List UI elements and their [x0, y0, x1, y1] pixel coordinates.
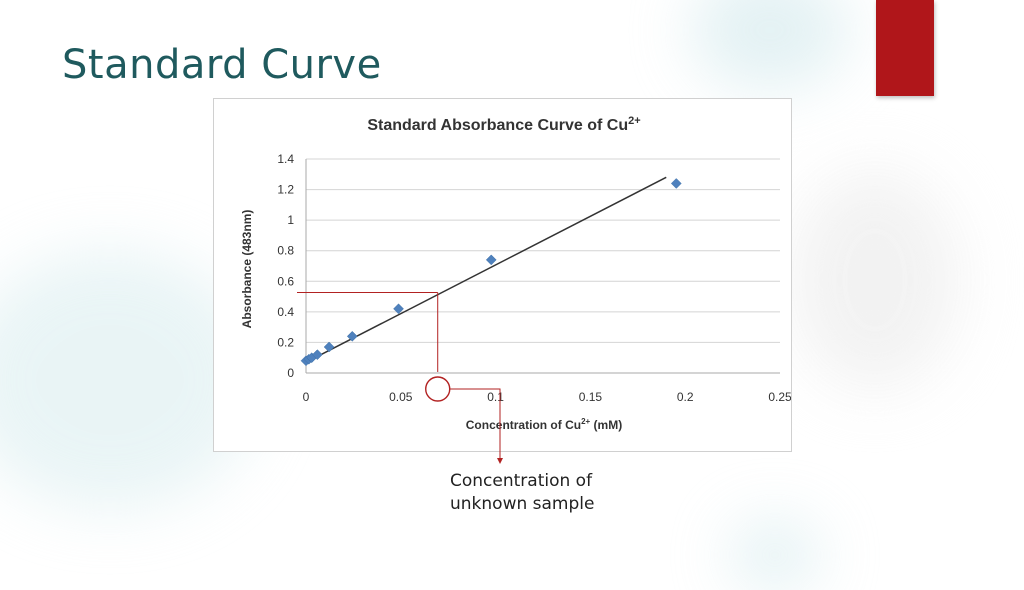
background-decoration [690, 0, 850, 90]
x-tick-label: 0.1 [487, 390, 504, 404]
data-point [670, 178, 682, 189]
callout-arrowhead [497, 458, 503, 464]
chart-title: Standard Absorbance Curve of Cu2+ [367, 115, 640, 134]
chart-title-superscript: 2+ [628, 115, 641, 127]
y-tick-label: 0.2 [277, 335, 294, 349]
x-axis-label: Concentration of Cu2+ (mM) [466, 417, 622, 432]
data-point [323, 341, 335, 353]
background-decoration [790, 170, 960, 390]
data-point [485, 254, 497, 266]
x-axis-label-superscript: 2+ [581, 417, 590, 426]
callout-line-2: unknown sample [450, 494, 595, 514]
x-tick-label: 0.15 [579, 390, 603, 404]
grid [306, 158, 780, 343]
background-decoration [730, 520, 820, 590]
x-tick-labels: 0 0.05 0.1 0.15 0.2 0.25 [303, 390, 791, 404]
callout-text: Concentration of unknown sample [450, 470, 594, 516]
chart: 0 0.2 0.4 0.6 0.8 1 1.2 1.4 0 0.05 0.1 0.15 0.2 0.25… [240, 115, 791, 432]
y-tick-label: 0 [287, 366, 294, 380]
y-tick-label: 0.4 [277, 305, 294, 319]
slide-title: Standard Curve [62, 42, 382, 88]
y-tick-label: 1 [287, 213, 294, 227]
y-tick-label: 0.8 [277, 244, 294, 258]
y-tick-label: 0.6 [277, 274, 294, 288]
callout-line-1: Concentration of [450, 471, 593, 491]
chart-image: 0 0.2 0.4 0.6 0.8 1 1.2 1.4 0 0.05 0.1 0.15 0.2 0.25… [213, 98, 792, 452]
data-point [312, 349, 323, 361]
x-tick-label: 0 [303, 390, 310, 404]
x-tick-label: 0.05 [389, 390, 413, 404]
x-tick-label: 0.2 [677, 390, 694, 404]
x-tick-label: 0.25 [768, 390, 791, 404]
y-tick-label: 1.4 [277, 152, 294, 166]
trendline [305, 176, 667, 363]
trendline-group [305, 176, 667, 363]
accent-bar [876, 0, 934, 96]
y-tick-labels: 0 0.2 0.4 0.6 0.8 1 1.2 1.4 [277, 152, 294, 380]
y-tick-label: 1.2 [277, 183, 294, 197]
axes [305, 159, 780, 374]
y-axis-label: Absorbance (483nm) [240, 210, 254, 329]
data-points [300, 178, 682, 367]
data-point [393, 303, 404, 315]
data-point [346, 330, 358, 342]
